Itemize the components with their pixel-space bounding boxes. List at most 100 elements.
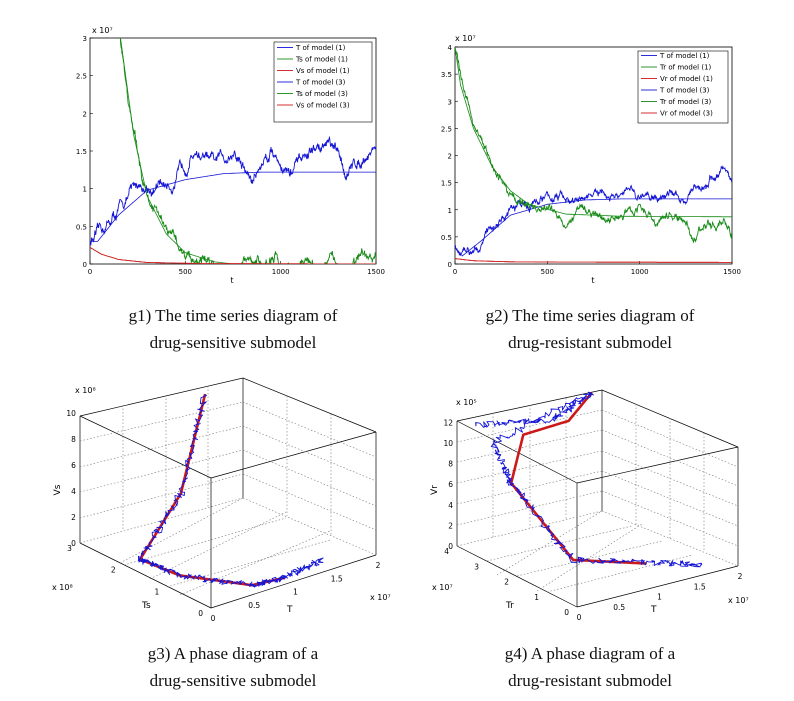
g4-floor-right: [576, 565, 739, 608]
y-tick-label: 1.5: [76, 148, 87, 156]
legend-label: Vr of model (1): [660, 75, 713, 83]
legend-label: Tr of model (1): [659, 64, 712, 72]
g4-z-label: Vr: [430, 485, 440, 495]
g3-caption-line2: drug-sensitive submodel: [149, 671, 317, 690]
z-tick-label: 6: [71, 461, 76, 470]
y-tick-label: 3.5: [441, 71, 452, 79]
series-line-ts-of-model-3-: [119, 38, 376, 264]
z-tick-label: 4: [71, 487, 76, 496]
g4-y-exponent: x 10⁷: [432, 583, 453, 592]
z-tick-label: 10: [66, 409, 76, 418]
x-tick-label: 0: [453, 268, 457, 276]
g3-z-exponent: x 10⁸: [75, 386, 96, 395]
x-tick-label: 1: [657, 593, 662, 602]
y-tick-label: 0: [83, 261, 87, 269]
series-line-tr-of-model-3-: [455, 47, 732, 244]
g4-x-exponent: x 10⁷: [728, 596, 749, 605]
x-tick-label: 0: [577, 613, 582, 622]
g2-y-exponent: x 10⁷: [455, 34, 476, 43]
g4-front-top-left: [456, 420, 578, 484]
legend-label: Vs of model (3): [296, 102, 350, 110]
trajectory-deterministic: [509, 391, 647, 565]
g3-front-top-right: [210, 431, 377, 479]
y-tick-label: 0: [198, 609, 203, 618]
legend-label: Ts of model (3): [295, 90, 348, 98]
z-tick-label: 2: [71, 513, 76, 522]
x-tick-label: 1500: [367, 268, 385, 276]
y-tick-label: 2: [111, 566, 116, 575]
series-line-vr-of-model-3-: [455, 258, 732, 263]
x-tick-label: 1500: [723, 268, 741, 276]
g3-z-label: Vs: [53, 484, 63, 495]
y-tick-label: 0: [448, 261, 452, 269]
z-tick-label: 6: [448, 480, 453, 489]
g4-caption: g4) A phase diagram of a drug-resistant …: [440, 640, 740, 694]
g2-caption-line2: drug-resistant submodel: [508, 333, 672, 352]
y-tick-label: 1.5: [441, 180, 452, 188]
z-tick-label: 8: [71, 435, 76, 444]
x-tick-label: 0: [211, 614, 216, 623]
trajectory-deterministic: [138, 393, 286, 587]
z-tick-label: 2: [448, 521, 453, 530]
series-line-t-of-model-1-: [455, 198, 732, 257]
g2-chart: x 10⁷ t 0 500 1000 1500 0 0.5 1 1.5 2 2.5 3 3.5 4 T …: [441, 34, 741, 285]
g4-floor-left: [456, 545, 578, 608]
y-tick-label: 1: [83, 186, 87, 194]
legend-label: Vs of model (1): [296, 67, 350, 75]
legend-label: T of model (1): [659, 52, 710, 60]
y-tick-label: 3: [474, 562, 479, 571]
series-line-ts-of-model-1-: [120, 38, 376, 264]
x-tick-label: 500: [179, 268, 192, 276]
x-tick-label: 0: [88, 268, 92, 276]
g1-chart: x 10⁷ t 0 500 1000 1500 0 0.5 1 1.5 2 2.5 3 T of m…: [76, 26, 385, 285]
series-line-vs-of-model-3-: [90, 247, 376, 264]
g4-box: [456, 389, 739, 608]
y-tick-label: 3: [83, 35, 87, 43]
legend-label: Ts of model (1): [295, 56, 348, 64]
g1-caption-line1: g1) The time series diagram of: [128, 306, 338, 325]
trajectory-stochastic: [475, 391, 703, 568]
g1-y-exponent: x 10⁷: [92, 26, 113, 35]
z-tick-label: 0: [448, 542, 453, 551]
g1-caption: g1) The time series diagram of drug-sens…: [90, 302, 376, 356]
legend-label: T of model (3): [659, 87, 710, 95]
trajectory-stochastic: [137, 394, 324, 588]
z-tick-label: 12: [443, 418, 453, 427]
g4-y-label: Tr: [505, 601, 514, 611]
g4-caption-line2: drug-resistant submodel: [508, 671, 672, 690]
g3-y-exponent: x 10⁸: [52, 583, 73, 592]
g3-back-top-edges: [79, 377, 377, 433]
x-tick-label: 500: [541, 268, 554, 276]
legend-label: T of model (3): [295, 79, 346, 87]
y-tick-label: 1: [448, 207, 452, 215]
y-tick-label: 2: [448, 153, 452, 161]
x-tick-label: 2: [738, 572, 743, 581]
legend-label: Vr of model (3): [660, 110, 713, 118]
g1-caption-line2: drug-sensitive submodel: [149, 333, 317, 352]
g4-back-top-edges: [456, 389, 739, 448]
x-tick-label: 0.5: [613, 603, 625, 612]
g3-y-label: Ts: [141, 601, 151, 611]
y-tick-label: 0: [564, 608, 569, 617]
legend-label: T of model (1): [295, 44, 346, 52]
y-tick-label: 1: [155, 587, 160, 596]
y-tick-label: 0.5: [76, 223, 87, 231]
g1-x-label: t: [230, 276, 233, 285]
x-tick-label: 1000: [272, 268, 290, 276]
g4-x-label: T: [650, 605, 657, 615]
y-tick-label: 0.5: [441, 234, 452, 242]
z-tick-label: 10: [443, 439, 453, 448]
y-tick-label: 1: [534, 593, 539, 602]
z-tick-label: 8: [448, 460, 453, 469]
series-line-t-of-model-1-: [90, 171, 376, 242]
g4-caption-line1: g4) A phase diagram of a: [504, 644, 676, 663]
y-tick-label: 4: [448, 44, 453, 52]
g4-z-exponent: x 10⁵: [456, 398, 477, 407]
z-tick-label: 4: [448, 501, 453, 510]
g4-front-top-right: [576, 446, 739, 484]
g3-caption-line1: g3) A phase diagram of a: [147, 644, 319, 663]
g3-floor-right: [210, 554, 377, 609]
